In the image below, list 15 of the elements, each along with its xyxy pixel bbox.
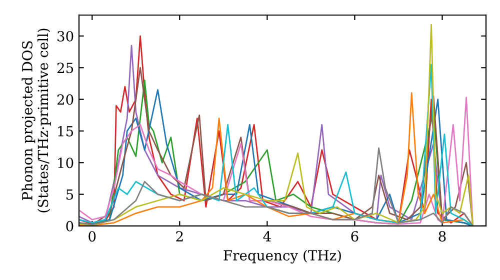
y-tick-label: 30 <box>58 30 74 42</box>
x-tick-label: 6 <box>351 231 358 242</box>
line-series <box>79 147 474 226</box>
y-tick-label: 0 <box>66 220 74 232</box>
y-tick-label: 15 <box>58 126 74 136</box>
x-tick-label: 2 <box>176 231 183 242</box>
y-tick-label: 5 <box>66 189 74 200</box>
x-tick-label: 4 <box>263 231 271 242</box>
x-axis-title: Frequency (THz) <box>224 250 341 264</box>
x-tick-label: 8 <box>438 231 446 242</box>
y-tick-label: 20 <box>57 94 74 105</box>
x-tick-label: 0 <box>88 231 96 242</box>
y-axis-title: Phonon projected DOS (States/THz·primitive cell) <box>22 28 51 212</box>
y-tick-label: 10 <box>58 158 74 168</box>
y-tick-label: 25 <box>57 62 74 74</box>
